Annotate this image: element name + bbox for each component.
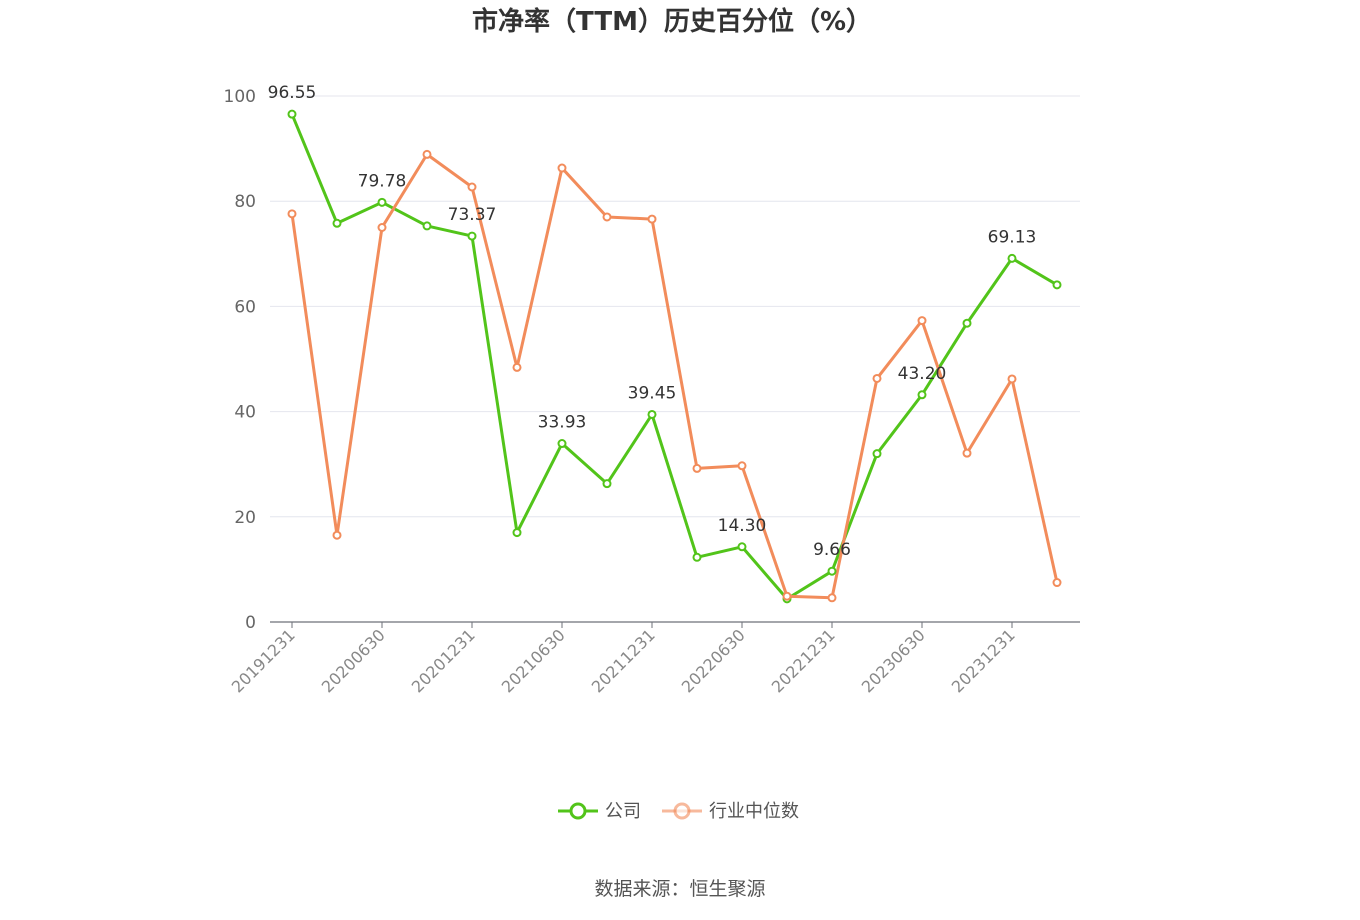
y-tick-label: 60 xyxy=(234,297,256,317)
series-0-point xyxy=(872,449,882,459)
series-0-point xyxy=(557,439,567,449)
legend-item-1[interactable]: 行业中位数 xyxy=(662,801,799,822)
series-0-point xyxy=(737,542,747,552)
series-0-point xyxy=(332,218,342,228)
series-1-point xyxy=(827,593,837,603)
series-1-point xyxy=(422,149,432,159)
series-1-point xyxy=(917,316,927,326)
series-layer xyxy=(287,109,1062,604)
series-line-0 xyxy=(290,113,1058,601)
data-label: 14.30 xyxy=(718,516,767,536)
data-label: 96.55 xyxy=(268,83,317,103)
x-tick-label: 20221231 xyxy=(768,625,839,696)
series-1-point xyxy=(1007,374,1017,384)
series-1-point xyxy=(1052,578,1062,588)
grid-layer xyxy=(270,95,1080,518)
y-tick-label: 20 xyxy=(234,508,256,528)
data-label: 69.13 xyxy=(988,227,1037,247)
x-tick-label: 20210630 xyxy=(498,625,569,696)
series-0-point xyxy=(692,552,702,562)
y-tick-label: 40 xyxy=(234,403,256,423)
legend-label: 行业中位数 xyxy=(709,801,799,822)
data-label: 43.20 xyxy=(898,364,947,384)
y-tick-label: 0 xyxy=(245,613,256,633)
series-1-point xyxy=(962,448,972,458)
series-0-point xyxy=(962,318,972,328)
x-tick-label: 20211231 xyxy=(588,625,659,696)
data-source-note: 数据来源：恒生聚源 xyxy=(594,878,765,900)
series-1-point xyxy=(512,362,522,372)
data-label: 73.37 xyxy=(448,205,497,225)
data-label: 39.45 xyxy=(628,383,677,403)
series-1-point xyxy=(332,530,342,540)
series-1-point xyxy=(287,209,297,219)
legend[interactable]: 公司 行业中位数 xyxy=(558,801,799,822)
x-tick-label: 20200630 xyxy=(318,625,389,696)
series-0-point xyxy=(287,109,297,119)
legend-marker-icon xyxy=(569,802,587,820)
series-0-point xyxy=(647,409,657,419)
data-label: 79.78 xyxy=(358,171,407,191)
legend-label: 公司 xyxy=(605,801,641,822)
y-tick-label: 80 xyxy=(234,192,256,212)
chart-title: 市净率（TTM）历史百分位（%） xyxy=(472,6,872,37)
x-tick-label: 20231231 xyxy=(948,625,1019,696)
series-1-point xyxy=(557,163,567,173)
series-1-point xyxy=(377,223,387,232)
x-tick-label: 20220630 xyxy=(678,625,749,696)
series-1-point xyxy=(692,463,702,473)
series-0-point xyxy=(422,221,432,231)
series-1-point xyxy=(737,461,747,471)
legend-marker-icon xyxy=(673,802,691,820)
x-tick-label: 20230630 xyxy=(858,625,929,696)
x-tick-label: 20191231 xyxy=(228,625,299,696)
series-0-point xyxy=(602,479,612,489)
y-tick-label: 100 xyxy=(224,87,256,107)
series-1-point xyxy=(602,212,612,222)
series-0-point xyxy=(467,231,477,241)
series-1-point xyxy=(467,182,477,192)
series-0-point xyxy=(1052,280,1062,290)
series-line-1 xyxy=(290,152,1059,600)
series-0-point xyxy=(917,390,927,400)
data-label: 9.66 xyxy=(813,540,851,560)
series-0-point xyxy=(512,528,522,538)
series-1-point xyxy=(782,591,792,601)
legend-item-0[interactable]: 公司 xyxy=(558,801,641,822)
series-1-point xyxy=(872,373,882,383)
data-label-layer: 96.55 79.78 73.37 33.93 39.45 14.30 9.66 43.20 6… xyxy=(268,83,1037,560)
series-0-point xyxy=(377,197,387,207)
x-tick-label: 20201231 xyxy=(408,625,479,696)
series-0-point xyxy=(1007,253,1017,263)
series-0-point xyxy=(827,566,837,576)
series-1-point xyxy=(647,214,657,224)
data-label: 33.93 xyxy=(538,413,587,433)
